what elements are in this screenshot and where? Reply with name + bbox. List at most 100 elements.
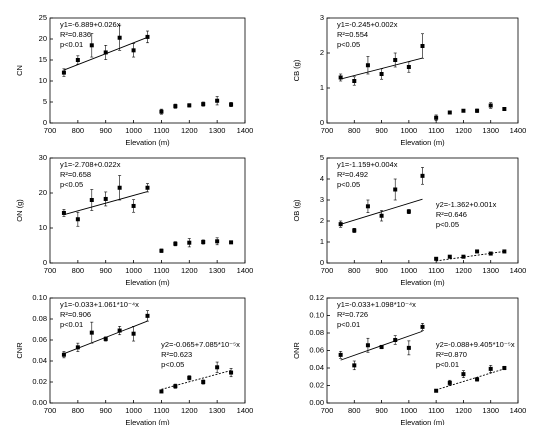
y-tick-label: 3: [320, 13, 324, 22]
x-tick-label: 1100: [153, 266, 169, 275]
point: [447, 110, 452, 115]
point: [488, 103, 493, 108]
x-tick-label: 800: [72, 406, 85, 415]
x-tick-label: 700: [321, 266, 334, 275]
y-axis-label: CNR: [15, 342, 24, 359]
y-tick-label: 2: [320, 216, 324, 225]
y-tick-label: 0.04: [32, 356, 47, 365]
x-tick-label: 800: [348, 266, 361, 275]
annotation: R²=0.623: [161, 350, 192, 359]
x-tick-label: 1200: [181, 406, 198, 415]
y-tick-label: 2: [320, 48, 324, 57]
point: [393, 187, 398, 192]
y-axis-label: CB (g): [292, 59, 301, 81]
annotation: y2=-0.088+9.405*10⁻⁵x: [436, 340, 515, 349]
point: [159, 109, 164, 114]
point: [131, 203, 136, 208]
point: [488, 366, 493, 371]
point: [103, 50, 108, 55]
x-tick-label: 1100: [428, 266, 444, 275]
x-tick-label: 700: [44, 126, 57, 135]
point: [131, 48, 136, 53]
y-tick-label: 4: [320, 174, 324, 183]
x-tick-label: 1400: [510, 126, 527, 135]
plot-frame: [326, 157, 519, 264]
annotation: p<0.05: [436, 220, 459, 229]
y-tick-label: 0.04: [309, 363, 324, 372]
point: [229, 102, 234, 107]
point: [406, 209, 411, 214]
plot-frame: [326, 17, 519, 124]
point: [502, 107, 507, 111]
annotation: y2=-0.065+7.085*10⁻⁵x: [161, 340, 240, 349]
annotation: y1=-0.245+0.002x: [337, 20, 398, 29]
x-tick-label: 900: [375, 126, 388, 135]
plot-frame: [49, 297, 246, 404]
point: [75, 217, 80, 222]
point: [379, 72, 384, 76]
y-axis-label: OB (g): [292, 199, 301, 222]
point: [201, 380, 206, 384]
point: [173, 104, 178, 109]
fit-line: [436, 368, 505, 391]
y-tick-label: 0: [320, 118, 324, 127]
annotation: p<0.01: [60, 320, 83, 329]
plot-frame: [49, 157, 246, 264]
x-axis-label: Elevation (m): [125, 138, 170, 147]
point: [117, 328, 122, 333]
point: [159, 389, 164, 394]
x-tick-label: 900: [375, 406, 388, 415]
point: [434, 115, 439, 120]
point: [365, 63, 370, 68]
x-tick-label: 1100: [428, 126, 444, 135]
annotation: R²=0.658: [60, 170, 91, 179]
point: [187, 103, 192, 108]
x-tick-label: 1200: [455, 406, 472, 415]
x-tick-label: 1000: [125, 266, 142, 275]
annotation: R²=0.554: [337, 30, 368, 39]
annotation: p<0.05: [337, 40, 360, 49]
annotation: p<0.05: [60, 180, 83, 189]
x-tick-label: 1400: [237, 266, 254, 275]
y-tick-label: 0.10: [309, 310, 324, 319]
y-tick-label: 0.06: [32, 335, 47, 344]
point: [173, 384, 178, 389]
annotation: R²=0.870: [436, 350, 467, 359]
point: [447, 380, 452, 385]
y-tick-label: 30: [39, 153, 47, 162]
x-tick-label: 800: [72, 126, 85, 135]
point: [434, 388, 439, 393]
x-tick-label: 1100: [428, 406, 444, 415]
point: [352, 79, 357, 83]
x-tick-label: 1200: [181, 266, 198, 275]
x-tick-label: 800: [72, 266, 85, 275]
point: [229, 370, 234, 375]
x-tick-label: 1100: [153, 126, 169, 135]
y-tick-label: 0.06: [309, 345, 324, 354]
x-axis-label: Elevation (m): [125, 278, 170, 287]
point: [103, 196, 108, 201]
annotation: p<0.01: [60, 40, 83, 49]
annotation: p<0.01: [337, 320, 360, 329]
point: [117, 185, 122, 190]
x-tick-label: 1400: [510, 266, 527, 275]
y-tick-label: 20: [39, 188, 47, 197]
y-tick-label: 10: [39, 76, 47, 85]
x-tick-label: 1300: [482, 126, 499, 135]
point: [352, 228, 357, 233]
x-axis-label: Elevation (m): [400, 138, 445, 147]
point: [338, 222, 343, 227]
y-tick-label: 0.00: [309, 398, 324, 407]
point: [61, 352, 66, 357]
y-tick-label: 1: [320, 237, 324, 246]
y-tick-label: 3: [320, 195, 324, 204]
point: [215, 98, 220, 103]
point: [103, 336, 108, 341]
fit-line: [436, 251, 505, 262]
point: [75, 345, 80, 350]
annotation: R²=0.906: [60, 310, 91, 319]
y-tick-label: 1: [320, 83, 324, 92]
x-tick-label: 1300: [482, 406, 499, 415]
x-axis-label: Elevation (m): [400, 418, 445, 425]
point: [502, 366, 507, 370]
